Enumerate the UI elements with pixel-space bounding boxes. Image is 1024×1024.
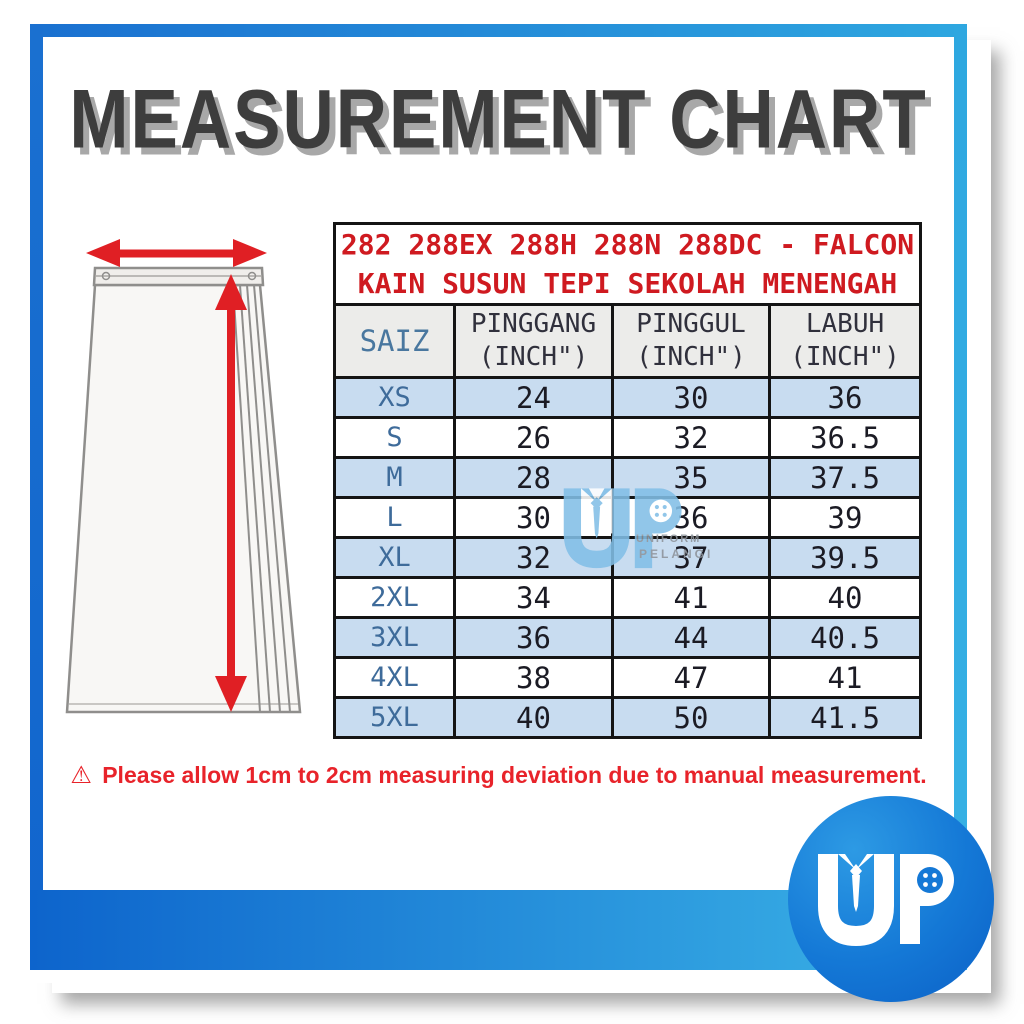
table-row-s: S 26 32 36.5: [333, 416, 922, 459]
page-title: MEASUREMENT CHART: [69, 73, 928, 167]
header-pinggang: PINGGANG (INCH"): [453, 303, 614, 379]
table-row-l: L 30 36 39: [333, 496, 922, 539]
model-header-row: 282 288EX 288H 288N 288DC - FALCON KAIN …: [333, 222, 922, 306]
warning-triangle-icon: ⚠: [70, 762, 92, 789]
waist-measure-arrow: [86, 239, 267, 267]
table-row-xl: XL 32 37 39.5: [333, 536, 922, 579]
header-labuh: LABUH (INCH"): [768, 303, 922, 379]
logo-button-icon: [917, 867, 943, 893]
size-table: 282 288EX 288H 288N 288DC - FALCON KAIN …: [333, 222, 922, 739]
logo-up-monogram-icon: [818, 854, 954, 946]
table-row-2xl: 2XL 34 41 40: [333, 576, 922, 619]
table-row-5xl: 5XL 40 50 41.5: [333, 696, 922, 739]
warning-note: ⚠ Please allow 1cm to 2cm measuring devi…: [30, 761, 967, 790]
product-name: KAIN SUSUN TEPI SEKOLAH MENENGAH: [357, 267, 898, 300]
waistband-button-left: [101, 271, 111, 281]
logo-letter-u: [818, 854, 894, 946]
warning-text: Please allow 1cm to 2cm measuring deviat…: [102, 762, 927, 788]
length-measure-arrow: [215, 274, 247, 712]
waistband-button-right: [247, 271, 257, 281]
pleat-lines: [232, 284, 291, 713]
chart-card: MEASUREMENT CHART: [30, 24, 994, 1002]
logo-shirt-tie-icon: [838, 854, 874, 912]
table-row-m: M 28 35 37.5: [333, 456, 922, 499]
table-row-4xl: 4XL 38 47 41: [333, 656, 922, 699]
frame-left-border: [30, 24, 43, 970]
uniform-pelangi-logo: [788, 796, 994, 1002]
header-pinggul: PINGGUL (INCH"): [611, 303, 771, 379]
header-saiz: SAIZ: [333, 303, 456, 379]
frame-right-border: [954, 24, 967, 970]
model-header-cell: 282 288EX 288H 288N 288DC - FALCON KAIN …: [333, 222, 922, 306]
table-row-xs: XS 24 30 36: [333, 376, 922, 419]
frame-top-border: [30, 24, 967, 37]
column-header-row: SAIZ PINGGANG (INCH") PINGGUL (INCH") LA…: [333, 303, 922, 379]
skirt-illustration: [65, 239, 302, 714]
logo-button-holes: [923, 873, 937, 887]
model-codes: 282 288EX 288H 288N 288DC - FALCON: [340, 228, 915, 261]
table-row-3xl: 3XL 36 44 40.5: [333, 616, 922, 659]
